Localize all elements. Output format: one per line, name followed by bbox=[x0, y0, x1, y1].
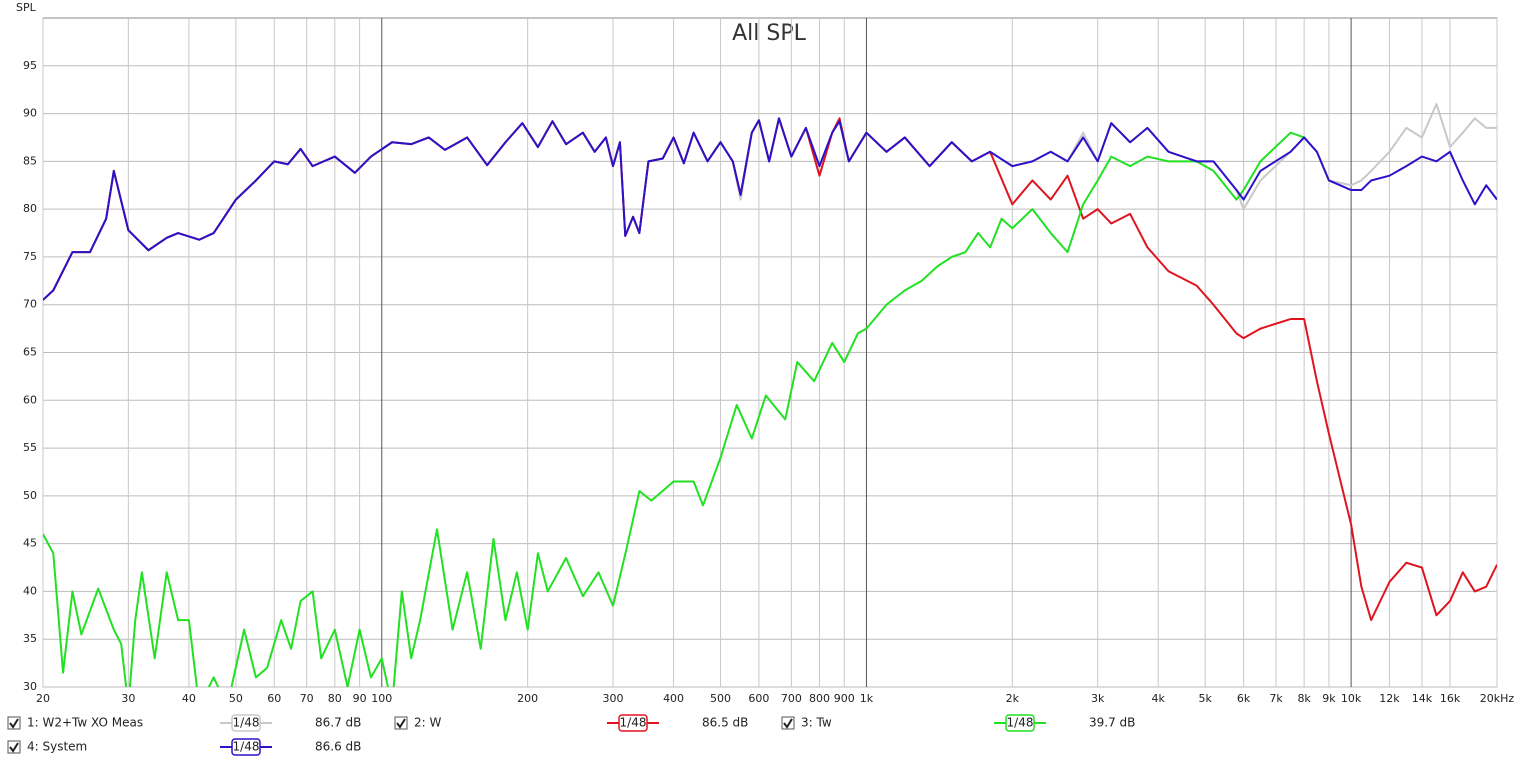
legend-entry[interactable]: 2: W 1/48 86.5 dB bbox=[394, 714, 748, 732]
x-tick-label: 20 bbox=[36, 692, 50, 705]
y-tick-label: 60 bbox=[23, 393, 37, 406]
legend-entry[interactable]: 3: Tw 1/48 39.7 dB bbox=[781, 714, 1135, 732]
y-tick-label: 55 bbox=[23, 441, 37, 454]
legend-label: 1: W2+Tw XO Meas bbox=[27, 716, 143, 730]
x-tick-label: 1k bbox=[860, 692, 874, 705]
y-tick-label: 65 bbox=[23, 346, 37, 359]
x-tick-label: 20kHz bbox=[1480, 692, 1515, 705]
y-tick-label: 70 bbox=[23, 298, 37, 311]
legend-label: 3: Tw bbox=[801, 716, 832, 730]
x-tick-label: 40 bbox=[182, 692, 196, 705]
x-tick-label: 6k bbox=[1237, 692, 1251, 705]
x-tick-label: 14k bbox=[1412, 692, 1433, 705]
y-tick-label: 30 bbox=[23, 680, 37, 693]
y-tick-label: 50 bbox=[23, 489, 37, 502]
y-tick-label: 40 bbox=[23, 584, 37, 597]
smoothing-label: 1/48 bbox=[620, 716, 647, 730]
legend-level: 86.6 dB bbox=[315, 740, 361, 754]
legend-label: 4: System bbox=[27, 740, 87, 754]
x-tick-label: 60 bbox=[267, 692, 281, 705]
smoothing-label: 1/48 bbox=[233, 740, 260, 754]
legend-entry[interactable]: 1: W2+Tw XO Meas 1/48 86.7 dB bbox=[7, 714, 361, 732]
smoothing-button[interactable] bbox=[231, 714, 261, 732]
x-tick-label: 30 bbox=[121, 692, 135, 705]
plot bbox=[43, 103, 1497, 687]
x-tick-label: 5k bbox=[1199, 692, 1213, 705]
x-tick-label: 70 bbox=[300, 692, 314, 705]
legend-check bbox=[9, 742, 19, 753]
smoothing-button[interactable] bbox=[231, 738, 261, 756]
y-tick-label: 90 bbox=[23, 107, 37, 120]
x-tick-label: 7k bbox=[1269, 692, 1283, 705]
x-tick-label: 700 bbox=[781, 692, 802, 705]
y-tick-label: 45 bbox=[23, 537, 37, 550]
smoothing-label: 1/48 bbox=[1007, 716, 1034, 730]
x-tick-label: 9k bbox=[1322, 692, 1336, 705]
smoothing-button[interactable] bbox=[618, 714, 648, 732]
x-tick-label: 900 bbox=[834, 692, 855, 705]
x-tick-label: 600 bbox=[748, 692, 769, 705]
y-tick-label: 75 bbox=[23, 250, 37, 263]
x-tick-label: 300 bbox=[603, 692, 624, 705]
x-tick-label: 200 bbox=[517, 692, 538, 705]
x-tick-label: 8k bbox=[1297, 692, 1311, 705]
legend-level: 86.7 dB bbox=[315, 716, 361, 730]
y-tick-label: 80 bbox=[23, 202, 37, 215]
legend-check bbox=[9, 718, 19, 729]
x-tick-label: 100 bbox=[371, 692, 392, 705]
legend-check bbox=[783, 718, 793, 729]
x-tick-label: 10k bbox=[1341, 692, 1362, 705]
series-line bbox=[43, 131, 1305, 687]
smoothing-label: 1/48 bbox=[233, 716, 260, 730]
legend-label: 2: W bbox=[414, 716, 441, 730]
x-tick-label: 400 bbox=[663, 692, 684, 705]
legend-level: 39.7 dB bbox=[1089, 716, 1135, 730]
x-tick-label: 2k bbox=[1006, 692, 1020, 705]
x-tick-label: 800 bbox=[809, 692, 830, 705]
y-axis-label: SPL bbox=[16, 1, 37, 14]
x-tick-label: 4k bbox=[1152, 692, 1166, 705]
x-tick-label: 500 bbox=[710, 692, 731, 705]
x-tick-label: 90 bbox=[353, 692, 367, 705]
x-tick-label: 80 bbox=[328, 692, 342, 705]
smoothing-button[interactable] bbox=[1005, 714, 1035, 732]
y-tick-label: 85 bbox=[23, 154, 37, 167]
y-tick-label: 35 bbox=[23, 632, 37, 645]
x-tick-label: 50 bbox=[229, 692, 243, 705]
legend-entry[interactable]: 4: System 1/48 86.6 dB bbox=[7, 738, 361, 756]
series-line bbox=[43, 117, 1497, 301]
chart-title: All SPL bbox=[732, 21, 806, 46]
legend-check bbox=[396, 718, 406, 729]
legend-level: 86.5 dB bbox=[702, 716, 748, 730]
x-tick-label: 16k bbox=[1440, 692, 1461, 705]
x-tick-label: 3k bbox=[1091, 692, 1105, 705]
grid bbox=[42, 18, 1498, 688]
x-tick-label: 12k bbox=[1379, 692, 1400, 705]
y-tick-label: 95 bbox=[23, 59, 37, 72]
